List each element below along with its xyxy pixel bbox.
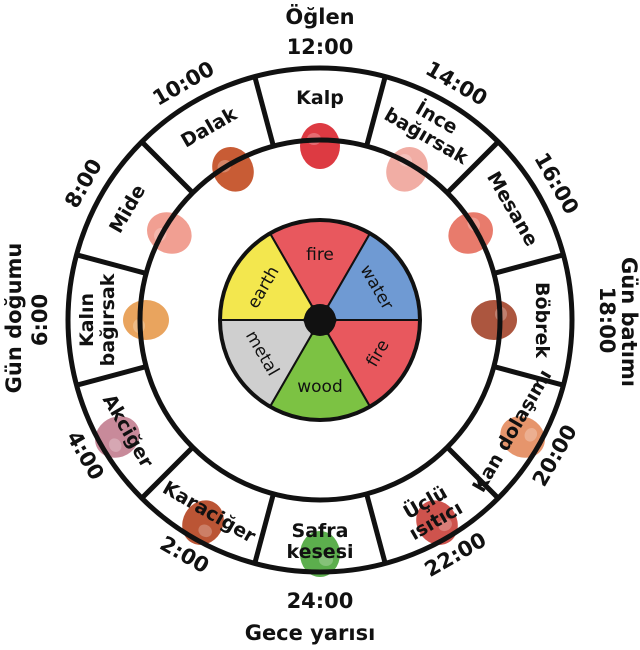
time-label: 12:00: [287, 35, 354, 59]
circulation-icon: [500, 416, 545, 458]
element-label: wood: [297, 377, 343, 397]
gallbladder-icon: [300, 531, 340, 577]
sector-divider: [75, 252, 147, 276]
organ-label: Mide: [105, 181, 150, 237]
sector-divider: [445, 445, 500, 500]
sector-divider: [252, 493, 276, 565]
element-label: fire: [306, 245, 334, 265]
heart-icon: [300, 123, 340, 169]
triple-burner-icon: [416, 500, 458, 545]
spleen-icon: [212, 147, 254, 192]
sector-divider: [493, 252, 565, 276]
sector-divider: [75, 364, 147, 388]
time-label: 18:00: [595, 287, 619, 354]
middle-ring: [137, 137, 503, 503]
noon-label: Öğlen: [285, 4, 354, 29]
inner-ring: [218, 218, 422, 422]
bladder-icon: [448, 212, 493, 254]
organ-label: Kalp: [296, 87, 344, 109]
sunset-label: Gün batımı: [617, 257, 640, 387]
time-label: 16:00: [529, 149, 583, 219]
sector-divider: [140, 140, 195, 195]
sunrise-label: Gün doğumu: [2, 243, 26, 394]
stomach-icon: [147, 212, 192, 254]
midnight-label: Gece yarısı: [245, 621, 376, 645]
liver-icon: [182, 500, 224, 545]
center-hub: [304, 304, 336, 336]
sector-divider: [493, 364, 565, 388]
sector-divider: [252, 75, 276, 147]
kidneys-icon: [471, 300, 517, 340]
time-label: 24:00: [287, 589, 354, 613]
outer-ring: [65, 65, 575, 575]
organ-label: Kalınbağırsak: [76, 273, 119, 366]
element-wheel: [218, 218, 422, 422]
organ-label: Dalak: [177, 103, 241, 153]
organ-icons: [95, 123, 545, 577]
sector-divider: [445, 140, 500, 195]
sector-divider: [140, 445, 195, 500]
sector-divider: [364, 493, 388, 565]
large-intestine-icon: [123, 300, 169, 340]
lungs-icon: [95, 416, 140, 458]
time-label: 6:00: [28, 294, 52, 346]
time-label: 8:00: [60, 155, 107, 212]
organ-label: Böbrek: [531, 282, 553, 358]
organ-sectors: [75, 75, 565, 565]
organ-label: Safra kesesi: [286, 520, 353, 563]
time-label: 10:00: [149, 56, 219, 110]
sector-divider: [364, 75, 388, 147]
